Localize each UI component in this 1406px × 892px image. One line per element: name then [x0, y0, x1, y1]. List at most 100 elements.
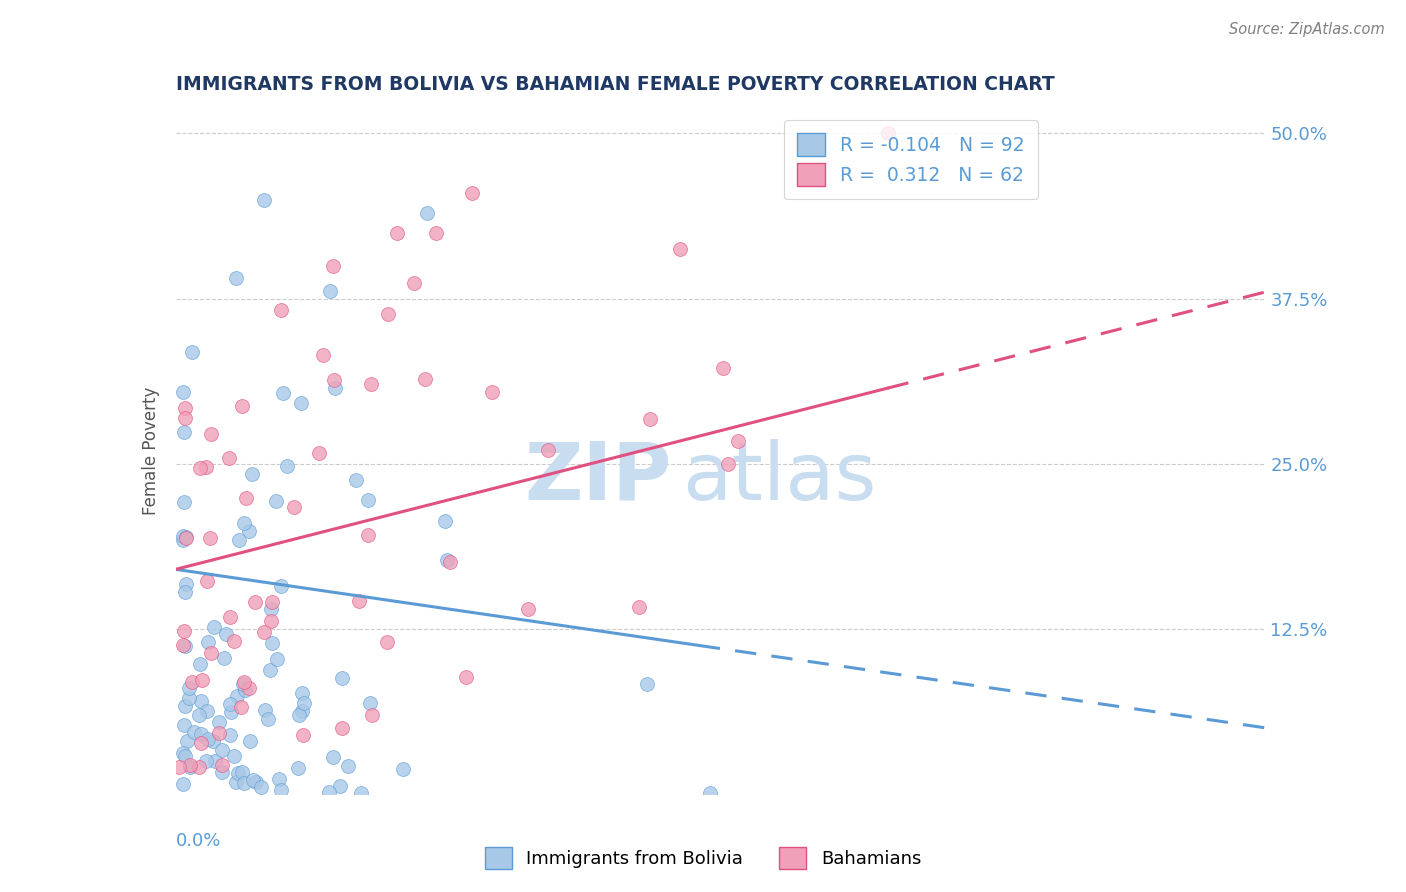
- Point: [711, 361, 734, 376]
- Point: [291, 704, 314, 718]
- Point: [233, 675, 256, 690]
- Point: [174, 639, 197, 653]
- Point: [208, 725, 231, 739]
- Point: [218, 451, 240, 466]
- Point: [231, 400, 253, 414]
- Point: [172, 529, 194, 543]
- Point: [212, 651, 235, 665]
- Point: [177, 691, 200, 706]
- Point: [174, 529, 197, 543]
- Point: [177, 681, 200, 696]
- Point: [456, 670, 478, 684]
- Point: [173, 494, 195, 508]
- Point: [271, 386, 294, 401]
- Point: [211, 764, 233, 779]
- Point: [260, 601, 283, 615]
- Point: [270, 579, 292, 593]
- Point: [337, 759, 360, 773]
- Point: [179, 758, 201, 772]
- Point: [323, 381, 346, 395]
- Point: [174, 577, 197, 591]
- Point: [252, 624, 274, 639]
- Point: [222, 749, 245, 764]
- Point: [215, 627, 238, 641]
- Point: [717, 457, 740, 471]
- Point: [188, 460, 211, 475]
- Point: [259, 663, 281, 677]
- Point: [350, 786, 373, 800]
- Point: [322, 259, 344, 273]
- Point: [537, 443, 560, 458]
- Point: [254, 703, 277, 717]
- Point: [226, 766, 249, 780]
- Point: [197, 731, 219, 746]
- Point: [194, 459, 217, 474]
- Point: [344, 473, 367, 487]
- Legend: R = -0.104   N = 92, R =  0.312   N = 62: R = -0.104 N = 92, R = 0.312 N = 62: [785, 120, 1038, 199]
- Point: [627, 599, 650, 614]
- Point: [727, 434, 749, 448]
- Point: [357, 527, 380, 541]
- Text: 0.0%: 0.0%: [176, 831, 221, 850]
- Point: [391, 762, 413, 776]
- Point: [290, 395, 312, 409]
- Point: [260, 595, 283, 609]
- Point: [181, 674, 204, 689]
- Point: [283, 500, 305, 514]
- Point: [221, 706, 243, 720]
- Point: [322, 373, 344, 387]
- Point: [179, 760, 201, 774]
- Point: [225, 775, 247, 789]
- Legend: Immigrants from Bolivia, Bahamians: Immigrants from Bolivia, Bahamians: [475, 838, 931, 879]
- Point: [181, 345, 204, 359]
- Point: [190, 694, 212, 708]
- Point: [208, 714, 231, 729]
- Point: [436, 553, 458, 567]
- Point: [433, 514, 456, 528]
- Point: [225, 271, 247, 285]
- Point: [377, 307, 399, 321]
- Point: [319, 284, 342, 298]
- Point: [287, 761, 309, 775]
- Y-axis label: Female Poverty: Female Poverty: [142, 386, 160, 515]
- Point: [173, 425, 195, 440]
- Point: [638, 412, 661, 426]
- Point: [188, 708, 211, 723]
- Point: [202, 620, 225, 634]
- Point: [202, 734, 225, 748]
- Point: [439, 555, 461, 569]
- Point: [266, 652, 288, 666]
- Point: [461, 186, 484, 201]
- Point: [173, 401, 195, 416]
- Point: [318, 785, 340, 799]
- Point: [233, 776, 256, 790]
- Point: [243, 595, 266, 609]
- Point: [270, 783, 292, 797]
- Point: [169, 760, 191, 774]
- Point: [195, 704, 218, 718]
- Point: [235, 491, 257, 505]
- Point: [173, 624, 195, 638]
- Point: [291, 685, 314, 699]
- Point: [240, 467, 263, 482]
- Point: [228, 533, 250, 548]
- Point: [312, 348, 335, 362]
- Point: [292, 696, 315, 710]
- Point: [322, 749, 344, 764]
- Point: [360, 376, 382, 391]
- Point: [276, 458, 298, 473]
- Point: [232, 677, 254, 691]
- Point: [176, 734, 198, 748]
- Point: [242, 772, 264, 787]
- Point: [172, 533, 194, 548]
- Point: [174, 585, 197, 599]
- Point: [288, 707, 311, 722]
- Point: [291, 727, 314, 741]
- Point: [669, 242, 692, 256]
- Point: [231, 700, 253, 714]
- Point: [361, 708, 384, 723]
- Point: [173, 748, 195, 763]
- Point: [877, 127, 900, 141]
- Point: [347, 593, 370, 607]
- Point: [270, 303, 292, 318]
